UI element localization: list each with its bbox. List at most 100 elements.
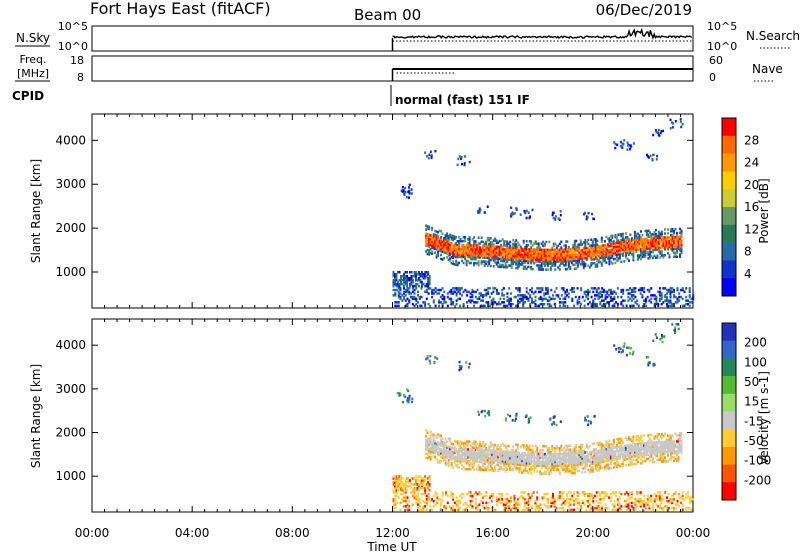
velocity-echo-cell xyxy=(670,454,672,457)
power-echo-cell xyxy=(641,249,644,253)
velocity-echo-cell xyxy=(618,503,621,506)
velocity-echo-cell xyxy=(462,454,465,457)
velocity-echo-cell xyxy=(591,450,594,454)
velocity-echo-cell xyxy=(632,437,635,440)
power-echo-cell xyxy=(627,259,630,262)
power-echo-cell xyxy=(659,232,662,235)
power-echo-cell xyxy=(470,253,473,257)
velocity-echo-cell xyxy=(486,460,489,464)
power-echo-cell xyxy=(408,301,411,304)
power-echo-cell xyxy=(566,240,569,243)
power-echo-cell xyxy=(500,245,503,249)
velocity-echo-cell xyxy=(667,448,669,451)
power-echo-cell xyxy=(478,211,481,214)
power-echo-cell xyxy=(437,242,440,246)
velocity-echo-cell xyxy=(665,440,668,443)
velocity-echo-cell xyxy=(653,451,656,454)
velocity-echo-cell xyxy=(612,452,615,455)
power-echo-cell xyxy=(512,258,515,262)
power-echo-cell xyxy=(476,254,479,257)
velocity-echo-cell xyxy=(533,462,536,465)
velocity-echo-cell xyxy=(548,472,551,476)
velocity-echo-cell xyxy=(483,462,486,466)
power-echo-cell xyxy=(618,245,621,248)
velocity-echo-cell xyxy=(467,440,470,443)
power-echo-cell xyxy=(676,249,678,252)
velocity-echo-cell xyxy=(590,466,593,469)
velocity-echo-cell xyxy=(542,460,545,464)
power-echo-cell xyxy=(573,263,576,266)
power-echo-cell xyxy=(641,255,644,259)
velocity-echo-cell xyxy=(536,450,539,454)
velocity-echo-cell xyxy=(408,505,411,508)
velocity-echo-cell xyxy=(621,446,624,450)
velocity-echo-cell xyxy=(677,457,680,461)
velocity-echo-cell xyxy=(438,453,441,456)
power-echo-cell xyxy=(582,260,585,264)
power-echo-cell xyxy=(546,260,549,263)
power-echo-cell xyxy=(468,244,471,247)
velocity-echo-cell xyxy=(660,448,663,452)
velocity-echo-cell xyxy=(552,496,554,499)
power-echo-cell xyxy=(624,254,627,257)
power-echo-cell xyxy=(552,262,555,265)
power-echo-cell xyxy=(392,273,395,276)
power-echo-cell xyxy=(578,301,581,304)
power-colorbar-segment xyxy=(722,153,736,172)
power-echo-cell xyxy=(467,238,470,241)
power-echo-cell xyxy=(443,299,446,302)
velocity-echo-cell xyxy=(548,505,551,508)
power-echo-cell xyxy=(443,295,446,299)
velocity-echo-cell xyxy=(483,456,486,460)
power-echo-cell xyxy=(536,304,539,308)
velocity-echo-cell xyxy=(557,462,560,466)
velocity-echo-cell xyxy=(488,445,491,448)
velocity-echo-cell xyxy=(437,460,440,464)
nsky-tick-high-left: 10^5 xyxy=(58,20,88,33)
velocity-echo-cell xyxy=(582,461,585,464)
power-echo-cell xyxy=(540,256,543,259)
power-echo-cell xyxy=(571,297,574,301)
power-echo-cell xyxy=(611,234,614,238)
power-echo-cell xyxy=(485,288,488,292)
velocity-echo-cell xyxy=(479,444,482,448)
power-echo-cell xyxy=(455,242,458,245)
velocity-echo-cell xyxy=(480,452,483,456)
velocity-echo-cell xyxy=(560,458,563,462)
power-echo-cell xyxy=(554,262,557,265)
velocity-echo-cell xyxy=(483,445,486,448)
velocity-echo-cell xyxy=(641,501,644,505)
velocity-echo-cell xyxy=(567,450,570,453)
power-echo-cell xyxy=(624,252,627,255)
velocity-echo-cell xyxy=(530,468,533,471)
power-echo-cell xyxy=(479,250,482,253)
velocity-echo-cell xyxy=(554,452,557,456)
power-echo-cell xyxy=(612,248,615,251)
power-echo-cell xyxy=(623,250,626,253)
power-echo-cell xyxy=(596,251,599,254)
power-echo-cell xyxy=(641,239,644,243)
power-echo-cell xyxy=(554,242,557,246)
velocity-echo-cell xyxy=(459,450,462,453)
velocity-echo-cell xyxy=(483,443,486,446)
power-echo-cell xyxy=(629,241,632,244)
power-echo-cell xyxy=(639,251,642,255)
power-echo-cell xyxy=(507,256,510,259)
power-echo-cell xyxy=(495,261,498,264)
velocity-echo-cell xyxy=(477,444,480,448)
power-echo-cell xyxy=(498,247,501,251)
power-echo-cell xyxy=(470,246,473,249)
power-echo-cell xyxy=(614,142,617,146)
power-echo-cell xyxy=(667,236,669,239)
power-echo-cell xyxy=(579,257,582,260)
velocity-echo-cell xyxy=(575,467,578,471)
power-echo-cell xyxy=(549,254,552,257)
power-echo-cell xyxy=(618,251,621,254)
velocity-echo-cell xyxy=(614,462,617,465)
power-echo-cell xyxy=(468,160,471,164)
power-echo-cell xyxy=(542,262,545,265)
velocity-echo-cell xyxy=(425,508,428,512)
velocity-echo-cell xyxy=(531,452,534,455)
velocity-echo-cell xyxy=(625,491,628,494)
velocity-echo-cell xyxy=(626,458,629,461)
